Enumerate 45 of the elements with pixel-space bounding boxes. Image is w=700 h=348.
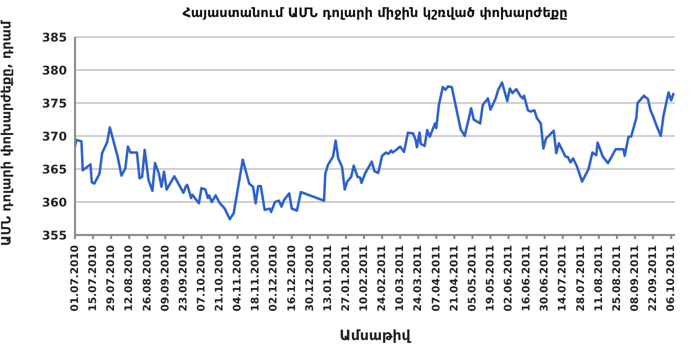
x-tick-label: 30.06.2011 bbox=[538, 245, 551, 312]
x-axis-title: Ամսաթիվ bbox=[339, 328, 412, 344]
x-tick-label: 02.12.2010 bbox=[268, 245, 280, 312]
x-tick-label: 19.05.2011 bbox=[484, 245, 496, 312]
x-tick-label: 24.02.2011 bbox=[376, 245, 388, 312]
x-tick-label: 21.10.2010 bbox=[214, 245, 226, 312]
y-tick-label: 355 bbox=[42, 228, 67, 242]
x-tick-label: 16.06.2011 bbox=[520, 245, 533, 312]
y-tick-label: 365 bbox=[42, 162, 67, 176]
x-tick-label: 29.07.2010 bbox=[105, 245, 118, 312]
x-tick-label: 05.05.2011 bbox=[466, 245, 478, 312]
x-tick-label: 14.07.2011 bbox=[556, 245, 569, 312]
x-tick-label: 07.10.2010 bbox=[195, 245, 208, 312]
x-tick-label: 21.04.2011 bbox=[448, 245, 460, 312]
x-tick-label: 18.11.2010 bbox=[250, 245, 262, 312]
y-tick-label: 360 bbox=[42, 195, 67, 210]
x-tick-label: 25.08.2011 bbox=[610, 245, 623, 312]
x-tick-label: 16.12.2010 bbox=[286, 245, 298, 312]
x-tick-label: 06.10.2011 bbox=[665, 245, 678, 312]
x-tick-label: 26.08.2010 bbox=[141, 245, 154, 312]
y-tick-label: 375 bbox=[42, 96, 67, 110]
y-tick-label: 385 bbox=[42, 30, 67, 44]
x-tick-label: 01.07.2010 bbox=[69, 245, 81, 312]
x-tick-label: 08.09.2011 bbox=[629, 245, 641, 312]
x-tick-label: 15.07.2010 bbox=[87, 245, 100, 312]
x-tick-label: 24.03.2011 bbox=[412, 245, 424, 312]
x-tick-label: 27.01.2011 bbox=[340, 245, 352, 312]
x-tick-label: 04.11.2010 bbox=[232, 245, 244, 312]
x-tick-label: 07.04.2011 bbox=[430, 245, 442, 312]
x-tick-label: 22.09.2011 bbox=[647, 245, 660, 312]
chart-title: Հայաստանում ԱՄՆ դոլարի միջին կշռված փոխարժեքը bbox=[181, 6, 569, 21]
x-tick-label: 13.01.2011 bbox=[322, 245, 334, 312]
line-series bbox=[75, 81, 675, 220]
y-tick-label: 380 bbox=[42, 63, 67, 78]
x-tick-label: 02.06.2011 bbox=[502, 245, 515, 312]
x-tick-label: 10.03.2011 bbox=[394, 245, 406, 312]
x-tick-label: 12.08.2010 bbox=[123, 245, 136, 312]
x-tick-label: 09.09.2010 bbox=[159, 245, 172, 312]
x-tick-label: 28.07.2011 bbox=[574, 245, 587, 312]
x-tick-label: 10.02.2011 bbox=[358, 245, 370, 312]
y-tick-label: 370 bbox=[42, 129, 67, 144]
x-tick-label: 11.08.2011 bbox=[592, 245, 605, 312]
x-tick-label: 30.12.2010 bbox=[304, 245, 316, 312]
y-axis-title: ԱՄՆ դոլարի փոխարժեքը, դրամ bbox=[0, 19, 15, 246]
x-tick-label: 23.09.2010 bbox=[177, 245, 190, 312]
